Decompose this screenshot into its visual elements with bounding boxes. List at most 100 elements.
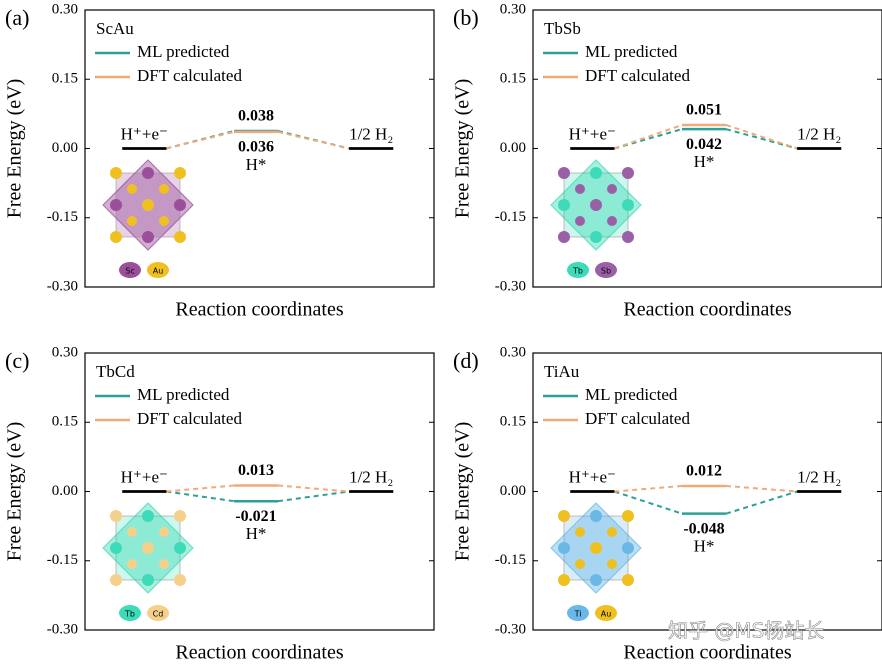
atom	[590, 574, 602, 586]
atom	[590, 199, 602, 211]
y-tick-label: 0.15	[52, 71, 78, 87]
legend-label: DFT calculated	[585, 66, 690, 85]
atom	[575, 527, 585, 537]
panel-title: TbCd	[96, 362, 135, 381]
value-label: 0.013	[238, 462, 274, 479]
category-label: 1/2 H₂	[349, 124, 393, 143]
atom	[622, 574, 634, 586]
category-label: 1/2 H₂	[797, 124, 841, 143]
atom-legend-marker	[119, 262, 141, 278]
connector	[614, 124, 683, 150]
connector	[166, 484, 235, 493]
x-axis-label: Reaction coordinates	[175, 642, 343, 664]
atom	[110, 199, 122, 211]
y-tick-label: 0.00	[500, 483, 526, 499]
y-tick-label: -0.30	[47, 621, 78, 637]
atom-legend-label: Ti	[574, 610, 582, 619]
panel-label: (d)	[453, 348, 479, 373]
atom	[558, 510, 570, 522]
y-tick-label: -0.15	[47, 552, 78, 568]
atom	[174, 510, 186, 522]
atom	[110, 574, 122, 586]
atom-legend-label: Tb	[572, 267, 583, 276]
atom	[174, 167, 186, 179]
atom	[127, 216, 137, 226]
panel-label: (c)	[5, 348, 29, 373]
y-tick-label: 0.00	[52, 140, 78, 156]
atom-legend-marker	[119, 605, 141, 621]
atom	[174, 542, 186, 554]
y-tick-label: 0.30	[500, 1, 526, 17]
atom	[558, 542, 570, 554]
atom	[142, 574, 154, 586]
atom	[174, 574, 186, 586]
atom-legend-label: Au	[153, 267, 164, 276]
atom	[590, 542, 602, 554]
legend-label: DFT calculated	[137, 409, 242, 428]
legend-label: ML predicted	[137, 385, 230, 404]
atom	[159, 216, 169, 226]
x-axis-label: Reaction coordinates	[175, 299, 343, 321]
connector	[277, 484, 350, 493]
y-tick-label: -0.30	[495, 278, 526, 294]
category-label: 1/2 H₂	[797, 467, 841, 486]
atom	[159, 527, 169, 537]
atom-legend-marker	[147, 262, 169, 278]
value-label: -0.048	[683, 520, 724, 537]
atom-legend-label: Sc	[125, 267, 134, 276]
connector	[277, 130, 350, 150]
value-label: 0.036	[238, 139, 274, 156]
atom	[575, 184, 585, 194]
legend-label: ML predicted	[137, 42, 230, 61]
atom	[575, 559, 585, 569]
atom	[110, 231, 122, 243]
y-tick-label: 0.30	[500, 344, 526, 360]
y-tick-label: -0.30	[47, 278, 78, 294]
atom	[127, 559, 137, 569]
y-tick-label: -0.15	[47, 209, 78, 225]
atom	[607, 559, 617, 569]
connector	[725, 490, 798, 515]
y-tick-label: 0.15	[500, 71, 526, 87]
atom	[558, 574, 570, 586]
connector	[277, 490, 350, 503]
atom	[622, 231, 634, 243]
atom	[622, 510, 634, 522]
atom	[127, 184, 137, 194]
legend-label: ML predicted	[585, 42, 678, 61]
atom-legend-marker	[567, 605, 589, 621]
category-label: H⁺+e⁻	[121, 124, 168, 143]
legend-label: ML predicted	[585, 385, 678, 404]
atom	[159, 559, 169, 569]
panel-title: TbSb	[544, 19, 581, 38]
atom	[174, 199, 186, 211]
category-label: H*	[246, 155, 267, 174]
category-label: H*	[246, 524, 267, 543]
atom	[174, 231, 186, 243]
category-label: H⁺+e⁻	[121, 467, 168, 486]
value-label: 0.038	[238, 108, 274, 125]
atom-legend-marker	[595, 605, 617, 621]
atom	[142, 542, 154, 554]
category-label: H*	[694, 152, 715, 171]
atom	[558, 199, 570, 211]
category-label: H⁺+e⁻	[569, 124, 616, 143]
atom	[607, 527, 617, 537]
atom	[558, 167, 570, 179]
atom	[622, 167, 634, 179]
connector	[614, 484, 683, 493]
x-axis-label: Reaction coordinates	[623, 299, 791, 321]
atom	[110, 167, 122, 179]
atom-legend-marker	[595, 262, 617, 278]
y-tick-label: 0.15	[52, 414, 78, 430]
y-tick-label: 0.30	[52, 344, 78, 360]
value-label: 0.051	[686, 102, 722, 119]
atom-legend-label: Cd	[153, 610, 164, 619]
panel-label: (b)	[453, 5, 479, 30]
atom	[142, 199, 154, 211]
atom	[590, 510, 602, 522]
connector	[725, 484, 798, 493]
y-axis-label: Free Energy (eV)	[452, 79, 474, 219]
atom	[142, 167, 154, 179]
